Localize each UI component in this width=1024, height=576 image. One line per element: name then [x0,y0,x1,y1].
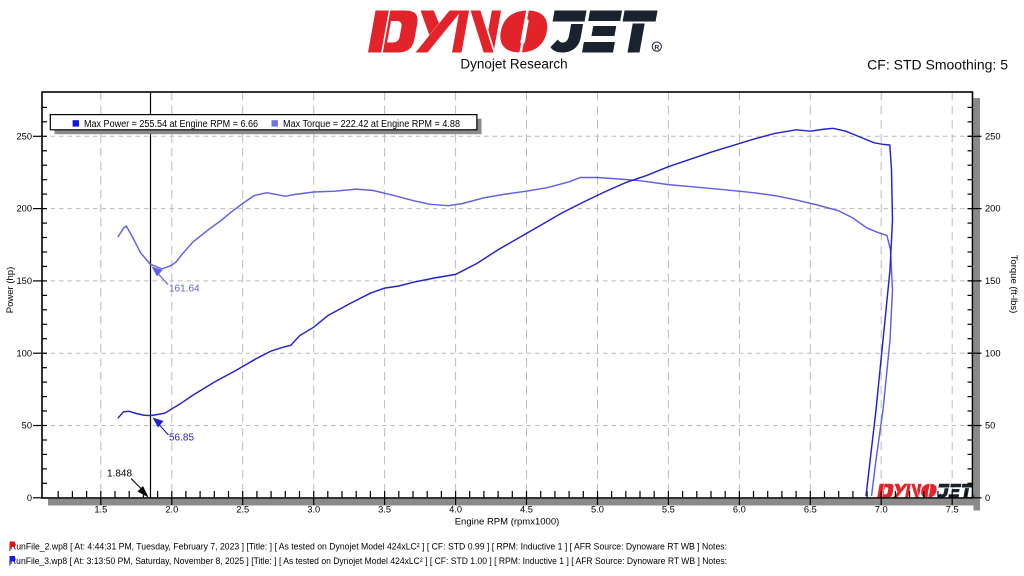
svg-text:Torque (ft-lbs): Torque (ft-lbs) [1008,255,1019,314]
svg-text:50: 50 [22,421,32,431]
svg-text:200: 200 [985,204,1001,214]
svg-text:250: 250 [16,131,32,141]
svg-text:100: 100 [985,348,1001,358]
svg-text:Max Torque = 222.42 at Engine: Max Torque = 222.42 at Engine RPM = 4.88 [283,119,460,130]
svg-text:Dynojet Research: Dynojet Research [460,57,567,72]
svg-text:1.5: 1.5 [94,505,107,515]
svg-text:150: 150 [16,276,32,286]
svg-text:150: 150 [985,276,1001,286]
svg-text:7.5: 7.5 [946,505,959,515]
svg-text:100: 100 [16,348,32,358]
svg-text:1.848: 1.848 [107,469,132,480]
svg-text:0: 0 [985,493,990,503]
svg-text:CF: STD Smoothing: 5: CF: STD Smoothing: 5 [867,57,1008,73]
svg-text:4.5: 4.5 [520,505,533,515]
svg-text:7.0: 7.0 [875,505,888,515]
svg-text:56.85: 56.85 [169,433,194,444]
svg-text:2.5: 2.5 [236,505,249,515]
svg-text:0: 0 [27,493,32,503]
svg-text:3.0: 3.0 [307,505,320,515]
svg-text:250: 250 [985,131,1001,141]
svg-text:6.5: 6.5 [804,505,817,515]
svg-text:3.5: 3.5 [378,505,391,515]
svg-text:Max Power = 255.54 at Engine R: Max Power = 255.54 at Engine RPM = 6.66 [84,119,258,130]
svg-text:5.0: 5.0 [591,505,604,515]
svg-text:50: 50 [985,421,995,431]
svg-text:5.5: 5.5 [662,505,675,515]
svg-text:161.64: 161.64 [169,284,200,295]
svg-text:200: 200 [16,204,32,214]
svg-text:Power (hp): Power (hp) [5,267,16,313]
svg-text:Engine RPM (rpmx1000): Engine RPM (rpmx1000) [455,517,560,528]
svg-text:4.0: 4.0 [449,505,462,515]
svg-text:RunFile_3.wp8 [ At: 3:13:50 PM: RunFile_3.wp8 [ At: 3:13:50 PM, Saturday… [10,556,727,567]
svg-text:RunFile_2.wp8 [ At: 4:44:31 PM: RunFile_2.wp8 [ At: 4:44:31 PM, Tuesday,… [10,542,727,553]
svg-text:6.0: 6.0 [733,505,746,515]
svg-text:2.0: 2.0 [165,505,178,515]
